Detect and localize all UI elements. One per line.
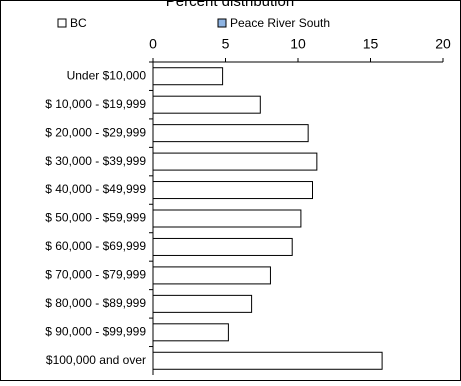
y-tick-label: Under $10,000 [67, 68, 147, 82]
bar [152, 294, 253, 313]
y-tick-label: $ 30,000 - $39,999 [45, 154, 146, 168]
bar [152, 209, 302, 228]
bar [152, 152, 318, 171]
y-tick-label: $ 10,000 - $19,999 [45, 97, 146, 111]
legend-label: Peace River South [230, 16, 330, 30]
bar [152, 67, 224, 86]
y-tick-label: $ 60,000 - $69,999 [45, 239, 146, 253]
legend-label: BC [70, 16, 87, 30]
y-tick-label: $ 40,000 - $49,999 [45, 182, 146, 196]
bar [152, 351, 383, 370]
bar [152, 323, 229, 342]
legend-swatch [217, 18, 227, 28]
chart-title: Percent distribution [166, 0, 294, 10]
legend-swatch [57, 18, 67, 28]
bar [152, 124, 309, 143]
x-tick-label: 20 [435, 36, 451, 52]
y-tick-label: $ 80,000 - $89,999 [45, 296, 146, 310]
x-tick-label: 5 [222, 36, 230, 52]
y-tick-label: $ 70,000 - $79,999 [45, 268, 146, 282]
y-tick-label: $ 90,000 - $99,999 [45, 324, 146, 338]
bar [152, 95, 261, 114]
y-tick-label: $ 20,000 - $29,999 [45, 125, 146, 139]
x-tick-label: 0 [149, 36, 157, 52]
y-tick-label: $ 50,000 - $59,999 [45, 211, 146, 225]
bar [152, 181, 313, 200]
bar [152, 237, 293, 256]
y-tick-label: $100,000 and over [46, 353, 146, 367]
x-tick-label: 15 [363, 36, 379, 52]
bar [152, 266, 271, 285]
x-tick-label: 10 [290, 36, 306, 52]
